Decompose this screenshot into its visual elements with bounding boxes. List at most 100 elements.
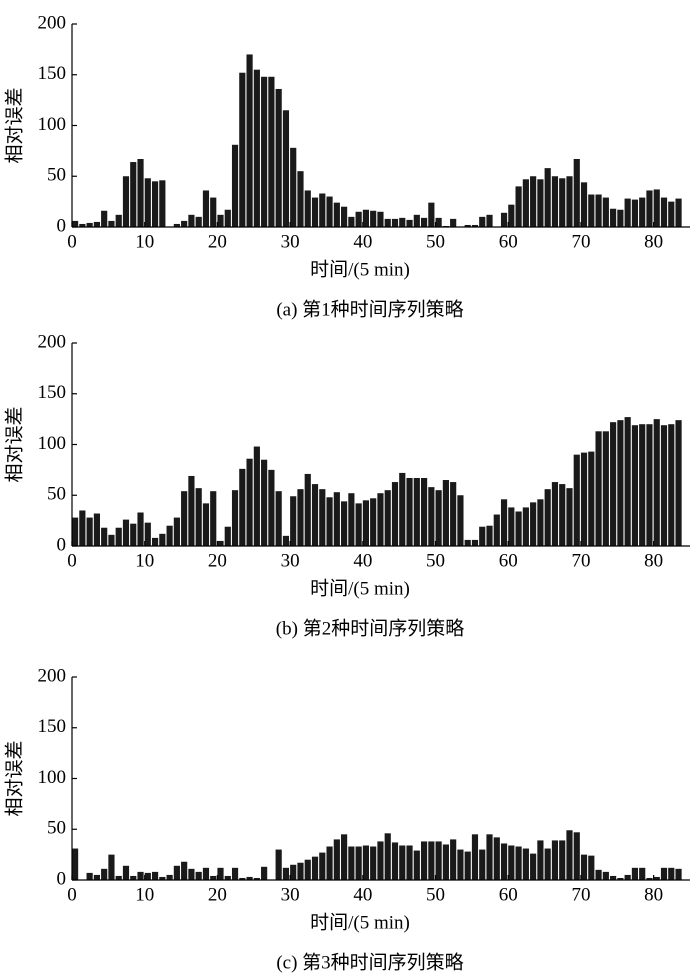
bar xyxy=(580,854,588,880)
bar xyxy=(384,833,391,880)
bar xyxy=(173,865,180,880)
bar xyxy=(246,458,253,546)
bar xyxy=(137,512,144,546)
bar xyxy=(231,490,239,546)
bar xyxy=(617,420,624,546)
bar xyxy=(406,219,413,227)
x-tick-label: 20 xyxy=(208,550,227,571)
bar xyxy=(173,517,180,546)
bar xyxy=(122,176,130,227)
bar xyxy=(508,845,515,880)
bar xyxy=(341,834,348,880)
bar xyxy=(660,867,668,880)
bar xyxy=(653,876,660,880)
bar xyxy=(595,194,602,227)
bar xyxy=(79,223,86,227)
x-tick-label: 70 xyxy=(571,550,590,571)
bar xyxy=(668,424,675,546)
bar xyxy=(261,459,268,546)
bar xyxy=(275,849,282,880)
bar xyxy=(275,491,282,546)
y-tick-label: 150 xyxy=(38,63,67,84)
bar xyxy=(151,537,159,546)
bar xyxy=(217,540,224,546)
bar xyxy=(355,211,362,227)
x-tick-label: 0 xyxy=(67,884,77,905)
bar xyxy=(290,864,297,880)
bar xyxy=(668,201,675,227)
bar xyxy=(311,197,319,227)
bar xyxy=(486,214,493,227)
bar xyxy=(253,446,260,546)
bar xyxy=(544,848,551,880)
bar xyxy=(442,844,449,880)
bar xyxy=(122,865,130,880)
bar xyxy=(573,832,580,880)
bar xyxy=(595,431,602,546)
bar xyxy=(399,472,406,546)
bar xyxy=(639,424,646,546)
bar xyxy=(326,846,333,880)
bar xyxy=(282,110,290,227)
bar xyxy=(428,202,435,227)
bar xyxy=(399,217,406,227)
bar xyxy=(457,849,464,880)
bar xyxy=(420,841,428,880)
bar xyxy=(311,484,319,546)
bar xyxy=(486,834,493,880)
x-tick-label: 80 xyxy=(644,884,663,905)
bar xyxy=(551,840,559,880)
x-tick-label: 80 xyxy=(644,231,663,252)
bar xyxy=(282,535,290,546)
bar xyxy=(559,178,566,227)
bar xyxy=(202,503,210,546)
bar xyxy=(101,210,108,227)
bar xyxy=(239,877,246,880)
bar xyxy=(508,507,515,546)
bar xyxy=(173,223,180,227)
bar xyxy=(428,841,435,880)
bar xyxy=(464,539,471,546)
bar xyxy=(646,877,653,880)
bar xyxy=(450,839,457,880)
bar xyxy=(93,874,100,880)
bar xyxy=(341,501,348,546)
bar xyxy=(144,178,151,227)
y-tick-label: 50 xyxy=(47,484,66,505)
bar xyxy=(79,510,86,546)
bar xyxy=(391,842,399,880)
bar xyxy=(93,513,100,546)
bar xyxy=(355,846,362,880)
bar xyxy=(530,853,537,880)
bar xyxy=(224,875,231,880)
y-tick-label: 0 xyxy=(57,215,67,236)
bar xyxy=(631,867,639,880)
bar xyxy=(210,491,217,546)
bar xyxy=(399,845,406,880)
bar xyxy=(130,523,137,546)
bar xyxy=(500,843,508,880)
bar xyxy=(166,874,173,880)
bar xyxy=(181,861,188,880)
bar xyxy=(253,69,260,227)
bar xyxy=(101,868,108,880)
bar xyxy=(428,487,435,546)
bar xyxy=(210,875,217,880)
y-tick-label: 0 xyxy=(57,534,67,555)
bar xyxy=(493,514,500,546)
bar xyxy=(420,477,428,546)
bar xyxy=(646,190,653,227)
x-tick-label: 10 xyxy=(135,550,154,571)
bar xyxy=(151,181,159,227)
bar xyxy=(224,526,231,546)
bar xyxy=(631,199,639,227)
bar xyxy=(181,220,188,227)
bar xyxy=(406,477,413,546)
y-tick-label: 200 xyxy=(38,12,67,33)
x-tick-label: 60 xyxy=(499,884,518,905)
bar xyxy=(326,196,333,227)
bar xyxy=(268,469,275,546)
bar xyxy=(115,875,122,880)
bar xyxy=(268,76,275,227)
bar xyxy=(159,180,166,227)
